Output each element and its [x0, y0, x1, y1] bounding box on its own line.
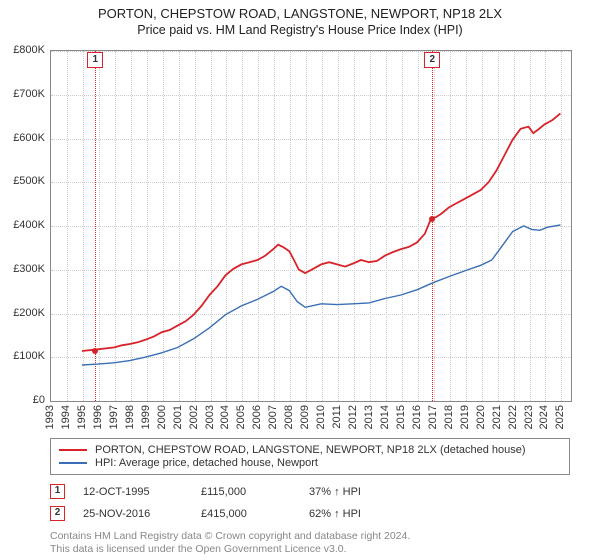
x-tick-label: 2025: [554, 405, 566, 429]
legend-swatch-property: [59, 449, 87, 451]
sale-price-1: £115,000: [201, 486, 291, 498]
sale-date-2: 25-NOV-2016: [83, 508, 183, 520]
title-block: PORTON, CHEPSTOW ROAD, LANGSTONE, NEWPOR…: [0, 0, 600, 37]
x-tick-label: 2002: [188, 405, 200, 429]
legend-box: PORTON, CHEPSTOW ROAD, LANGSTONE, NEWPOR…: [50, 438, 570, 475]
sale-marker-1: 1: [50, 484, 65, 499]
legend-swatch-hpi: [59, 462, 87, 464]
x-tick-label: 1993: [44, 405, 56, 429]
footer-line1: Contains HM Land Registry data © Crown c…: [50, 530, 570, 543]
x-tick-label: 2015: [395, 405, 407, 429]
sale-row-2: 2 25-NOV-2016 £415,000 62% ↑ HPI: [50, 506, 570, 521]
y-tick-label: £400K: [13, 219, 45, 231]
legend-row-property: PORTON, CHEPSTOW ROAD, LANGSTONE, NEWPOR…: [59, 444, 561, 456]
x-tick-label: 2007: [267, 405, 279, 429]
x-tick-label: 2000: [156, 405, 168, 429]
x-tick-label: 2017: [427, 405, 439, 429]
x-tick-label: 1999: [140, 405, 152, 429]
x-tick-label: 2023: [523, 405, 535, 429]
x-tick-label: 2021: [491, 405, 503, 429]
x-tick-label: 2018: [443, 405, 455, 429]
x-tick-label: 2006: [251, 405, 263, 429]
y-tick-label: £300K: [13, 263, 45, 275]
legend-label-property: PORTON, CHEPSTOW ROAD, LANGSTONE, NEWPOR…: [95, 444, 526, 456]
series-hpi: [82, 225, 561, 365]
x-tick-label: 2009: [299, 405, 311, 429]
x-tick-label: 2003: [204, 405, 216, 429]
x-tick-label: 2004: [219, 405, 231, 429]
title-main: PORTON, CHEPSTOW ROAD, LANGSTONE, NEWPOR…: [0, 6, 600, 21]
x-tick-label: 2022: [507, 405, 519, 429]
sale-diff-2: 62% ↑ HPI: [309, 508, 361, 520]
x-tick-label: 2005: [235, 405, 247, 429]
x-tick-label: 1996: [92, 405, 104, 429]
x-tick-label: 2016: [411, 405, 423, 429]
x-tick-label: 2012: [347, 405, 359, 429]
sale-marker-2: 2: [50, 506, 65, 521]
y-tick-label: £100K: [13, 350, 45, 362]
x-tick-label: 2014: [379, 405, 391, 429]
x-tick-label: 2010: [315, 405, 327, 429]
x-tick-label: 2013: [363, 405, 375, 429]
x-tick-label: 1995: [76, 405, 88, 429]
x-tick-label: 2020: [475, 405, 487, 429]
footer-line2: This data is licensed under the Open Gov…: [50, 543, 570, 556]
sale-price-2: £415,000: [201, 508, 291, 520]
y-tick-label: £800K: [13, 44, 45, 56]
chart-lines: [50, 50, 570, 400]
x-tick-label: 1994: [60, 405, 72, 429]
x-tick-label: 2024: [538, 405, 550, 429]
y-tick-label: £700K: [13, 88, 45, 100]
chart-container: PORTON, CHEPSTOW ROAD, LANGSTONE, NEWPOR…: [0, 0, 600, 560]
x-tick-label: 2019: [459, 405, 471, 429]
x-tick-label: 2011: [331, 405, 343, 429]
chart-area: 12 £0£100K£200K£300K£400K£500K£600K£700K…: [50, 50, 570, 400]
x-tick-label: 2008: [283, 405, 295, 429]
sale-date-1: 12-OCT-1995: [83, 486, 183, 498]
legend-label-hpi: HPI: Average price, detached house, Newp…: [95, 457, 318, 469]
x-tick-label: 2001: [172, 405, 184, 429]
sale-diff-1: 37% ↑ HPI: [309, 486, 361, 498]
y-tick-label: £200K: [13, 307, 45, 319]
legend-row-hpi: HPI: Average price, detached house, Newp…: [59, 457, 561, 469]
x-tick-label: 1997: [108, 405, 120, 429]
footer: Contains HM Land Registry data © Crown c…: [50, 530, 570, 556]
x-tick-label: 1998: [124, 405, 136, 429]
y-tick-label: £600K: [13, 132, 45, 144]
title-sub: Price paid vs. HM Land Registry's House …: [0, 23, 600, 37]
sale-row-1: 1 12-OCT-1995 £115,000 37% ↑ HPI: [50, 484, 570, 499]
series-property: [82, 113, 561, 351]
y-tick-label: £500K: [13, 175, 45, 187]
